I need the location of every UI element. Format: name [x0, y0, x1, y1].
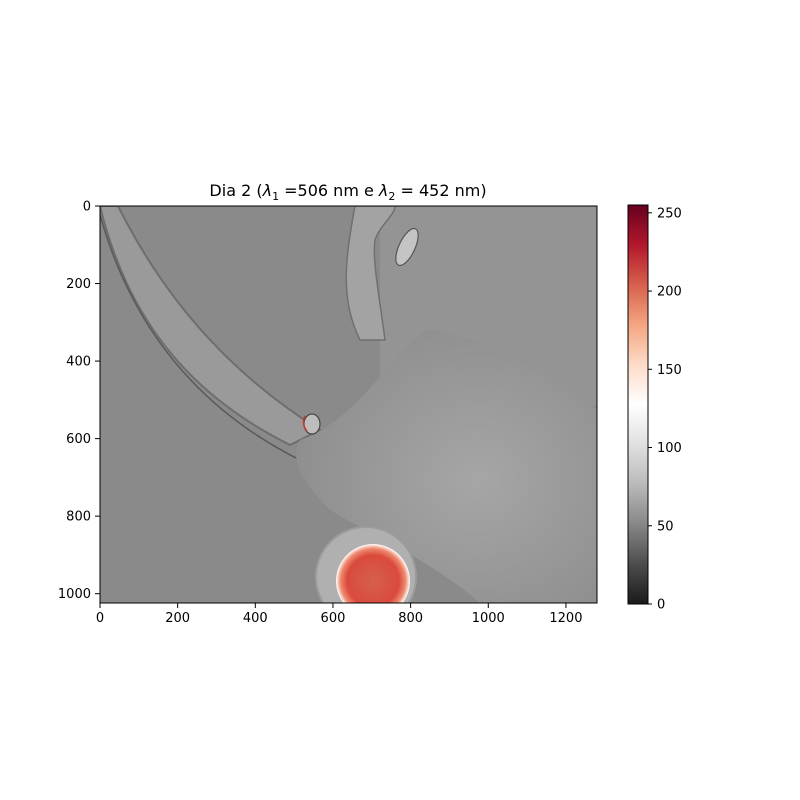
colorbar-tick-label: 50 — [657, 519, 674, 534]
image-plot — [100, 206, 597, 603]
colorbar-tick-label: 100 — [657, 441, 682, 456]
colorbar-tick-label: 0 — [657, 598, 665, 613]
y-tick-label: 600 — [66, 432, 91, 447]
x-tick-label: 800 — [398, 611, 423, 626]
x-axis: 0 200 400 600 800 1000 1200 — [96, 603, 582, 626]
x-tick-label: 0 — [96, 611, 104, 626]
y-tick-label: 0 — [83, 200, 91, 215]
tail-outline — [100, 206, 323, 447]
hot-region — [336, 544, 410, 603]
eye-highlight — [302, 415, 308, 432]
y-axis: 0 200 400 600 800 1000 — [58, 200, 100, 602]
colorbar-tick-label: 200 — [657, 285, 682, 300]
colorbar-axis: 0 50 100 150 200 250 — [648, 206, 682, 613]
x-tick-label: 200 — [165, 611, 190, 626]
colorbar — [627, 204, 649, 605]
y-tick-label: 200 — [66, 277, 91, 292]
ear-spot — [395, 227, 419, 267]
colorbar-tick-label: 250 — [657, 206, 682, 221]
y-tick-label: 800 — [66, 510, 91, 525]
x-tick-label: 600 — [321, 611, 346, 626]
y-tick-label: 400 — [66, 355, 91, 370]
y-tick-label: 1000 — [58, 587, 91, 602]
chart-title: Dia 2 (λ1 =506 nm e λ2 = 452 nm) — [209, 181, 486, 203]
x-tick-label: 1000 — [472, 611, 505, 626]
colorbar-tick-label: 150 — [657, 363, 682, 378]
tail-edge — [100, 214, 301, 461]
body-region — [296, 330, 597, 603]
upper-leg — [345, 206, 396, 341]
x-tick-label: 1200 — [549, 611, 582, 626]
x-tick-label: 400 — [243, 611, 268, 626]
axes-frame — [99, 205, 598, 604]
